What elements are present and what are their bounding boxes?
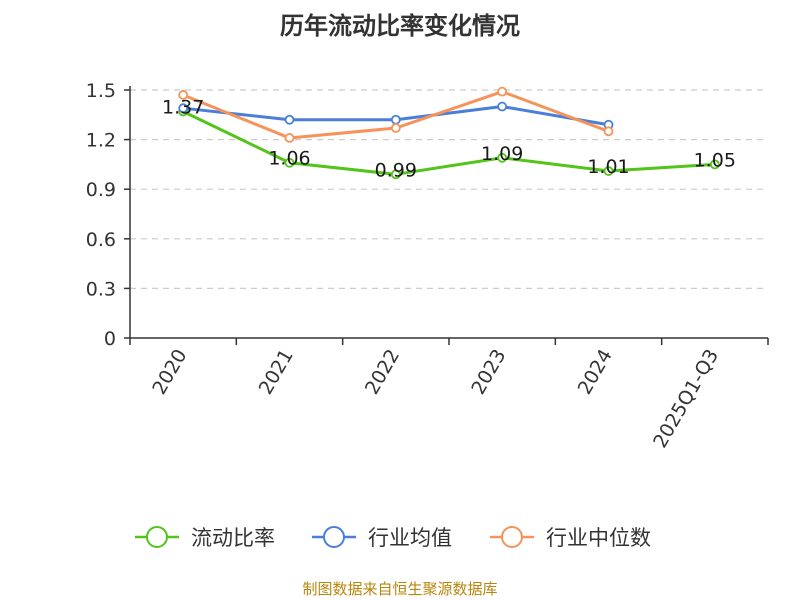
- data-label-2023: 1.09: [481, 143, 523, 165]
- y-tick-label-1.5: 1.5: [86, 80, 116, 102]
- data-label-2021: 1.06: [268, 148, 310, 170]
- point-0-2024: [603, 166, 614, 176]
- legend-marker-2: [501, 526, 523, 548]
- gridlines: [130, 89, 768, 289]
- source-note: 制图数据来自恒生聚源数据库: [302, 580, 497, 598]
- point-2-2024: [603, 126, 614, 137]
- point-1-2020: [178, 103, 189, 114]
- y-tick-label-0.3: 0.3: [86, 278, 116, 300]
- point-2-2020: [178, 90, 189, 100]
- data-label-2022: 0.99: [375, 159, 417, 181]
- legend-label-2: 行业中位数: [546, 526, 651, 550]
- x-tick-label-2024: 2024: [574, 346, 617, 399]
- point-0-2021: [284, 157, 295, 168]
- y-tick-label-0.6: 0.6: [86, 229, 116, 251]
- point-2-2023: [497, 86, 508, 97]
- data-label-2024: 1.01: [587, 156, 629, 178]
- point-0-2022: [390, 169, 401, 180]
- series-group: [178, 86, 720, 180]
- y-tick-label-0.9: 0.9: [86, 179, 116, 201]
- y-tick-label-1.2: 1.2: [86, 130, 116, 152]
- legend-marker-1: [323, 526, 345, 548]
- x-tick-label-2025Q1-Q3: 2025Q1-Q3: [649, 346, 723, 452]
- point-1-2022: [390, 114, 401, 125]
- y-tick-label-0: 0: [104, 328, 116, 350]
- point-1-2021: [284, 114, 295, 125]
- legend-label-0: 流动比率: [191, 526, 275, 550]
- point-0-2023: [497, 152, 508, 163]
- x-tick-label-2023: 2023: [467, 345, 510, 398]
- legend-marker-0: [146, 526, 168, 548]
- axes: 0 0.3 0.6 0.9 1.2 1.5 2020 2021 2022 2023 2024 2025…: [86, 80, 769, 452]
- data-labels: 1.37 1.06 0.99 1.09 1.01 1.05: [162, 96, 736, 181]
- point-2-2021: [284, 133, 295, 143]
- point-0-2025Q1-Q3: [709, 159, 720, 170]
- series-line-0: [182, 110, 715, 176]
- data-label-2020: 1.37: [162, 96, 204, 118]
- chart-title: 历年流动比率变化情况: [280, 12, 520, 40]
- legend: 流动比率 行业均值 行业中位数: [135, 526, 651, 550]
- point-2-2022: [390, 123, 401, 133]
- data-label-2025Q1-Q3: 1.05: [694, 149, 736, 171]
- point-1-2023: [497, 101, 508, 112]
- x-tick-label-2020: 2020: [148, 346, 191, 399]
- x-tick-label-2022: 2022: [361, 346, 404, 399]
- x-tick-label-2021: 2021: [255, 346, 298, 399]
- legend-label-1: 行业均值: [368, 526, 452, 550]
